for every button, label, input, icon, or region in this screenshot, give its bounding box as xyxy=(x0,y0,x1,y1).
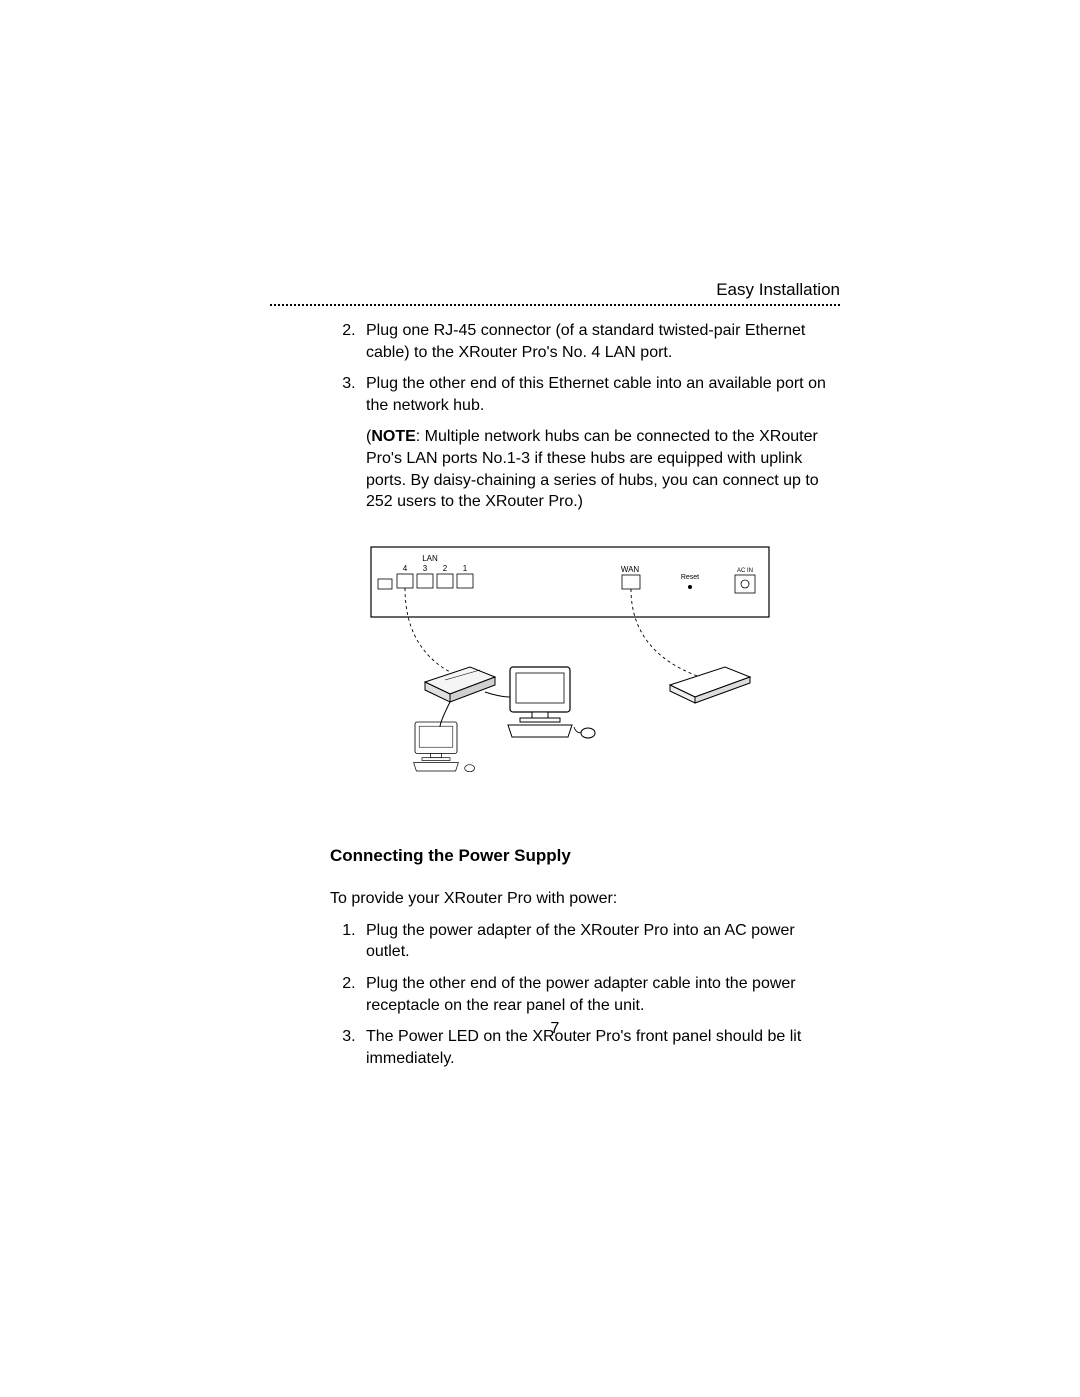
install-steps-list: Plug one RJ-45 connector (of a standard … xyxy=(330,320,840,416)
list-item: Plug the power adapter of the XRouter Pr… xyxy=(360,920,840,963)
lan-port-3 xyxy=(417,574,433,588)
lan-port-1 xyxy=(457,574,473,588)
port-4-label: 4 xyxy=(403,564,408,573)
network-hub-icon xyxy=(425,667,495,702)
list-item: Plug the other end of the power adapter … xyxy=(360,973,840,1016)
ac-label: AC IN xyxy=(737,568,753,574)
note-label: NOTE xyxy=(371,428,415,445)
modem-icon xyxy=(670,667,750,703)
computer-small-icon xyxy=(414,722,475,772)
computer-icon xyxy=(508,667,595,738)
lan-port-2 xyxy=(437,574,453,588)
list-item: Plug the other end of this Ethernet cabl… xyxy=(360,373,840,416)
reset-button-icon xyxy=(688,585,692,589)
page-number: 7 xyxy=(270,1020,840,1038)
wan-label: WAN xyxy=(621,565,640,574)
lan-label: LAN xyxy=(422,554,438,563)
port-2-label: 2 xyxy=(443,564,448,573)
reset-label: Reset xyxy=(681,574,699,581)
list-item: Plug one RJ-45 connector (of a standard … xyxy=(360,320,840,363)
header-divider xyxy=(270,304,840,306)
page-header-title: Easy Installation xyxy=(270,280,840,300)
ac-port xyxy=(735,575,755,593)
power-intro: To provide your XRouter Pro with power: xyxy=(330,890,840,908)
port-3-label: 3 xyxy=(423,564,428,573)
port-1-label: 1 xyxy=(463,564,468,573)
power-steps-list: Plug the power adapter of the XRouter Pr… xyxy=(330,920,840,1070)
lan-port-4 xyxy=(397,574,413,588)
uplink-port xyxy=(378,579,392,589)
cable-hub-to-pc1 xyxy=(485,692,510,697)
note-block: (NOTE: Multiple network hubs can be conn… xyxy=(366,426,840,512)
connection-diagram: LAN 4 3 2 1 WAN Reset AC IN xyxy=(370,537,840,792)
section-heading-power: Connecting the Power Supply xyxy=(330,846,840,866)
wan-port xyxy=(622,575,640,589)
note-text: : Multiple network hubs can be connected… xyxy=(366,428,819,510)
